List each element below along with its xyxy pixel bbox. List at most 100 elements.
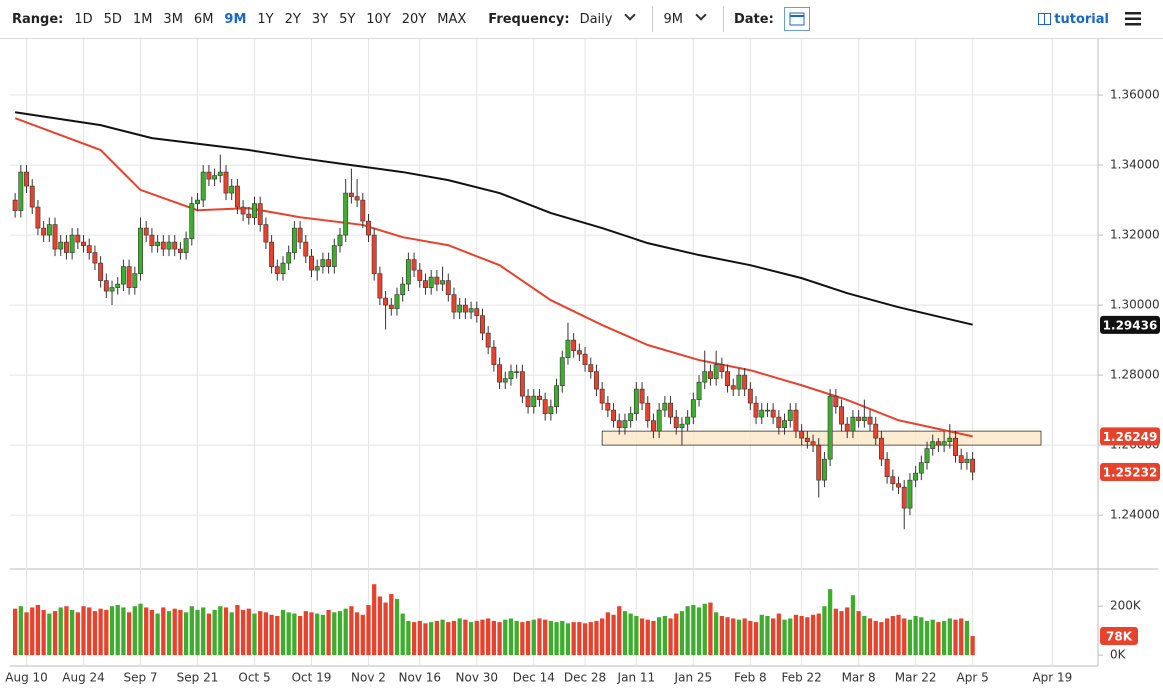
candle-body [770, 409, 776, 418]
candle-body [491, 346, 497, 365]
calendar-button[interactable] [783, 7, 810, 31]
candle-body [799, 430, 805, 439]
volume-bar [30, 607, 35, 656]
range-button[interactable]: 6M [193, 11, 214, 27]
date-label: Date: [733, 11, 774, 27]
range-button[interactable]: 5Y [339, 11, 356, 27]
candle-body [86, 245, 92, 253]
candle-body [816, 444, 822, 481]
price-label-box [1100, 427, 1160, 446]
volume-bar [354, 612, 360, 656]
moving-average-line [14, 111, 973, 326]
candle-body [428, 276, 434, 288]
volume-bar [708, 602, 713, 656]
volume-bar [805, 617, 810, 656]
range-button[interactable]: 20Y [401, 11, 427, 27]
volume-bar [736, 619, 742, 656]
x-tick-label: Nov 2 [351, 671, 386, 685]
candle-body [582, 353, 588, 365]
volume-bar [320, 614, 326, 656]
volume-bar [833, 608, 838, 656]
range-button[interactable]: 2Y [284, 11, 301, 27]
candle-body [753, 402, 759, 418]
period-select[interactable]: 9M [663, 9, 713, 27]
range-button[interactable]: 1Y [257, 11, 274, 27]
volume-bar [446, 622, 451, 656]
range-button[interactable]: 1D [74, 11, 93, 27]
volume-bar [58, 607, 63, 656]
candle-body [337, 234, 343, 246]
volume-bar [622, 611, 628, 656]
volume-bar [662, 616, 667, 656]
volume-bar [240, 609, 246, 656]
candle-body [833, 395, 839, 407]
candle-body [400, 283, 406, 295]
frequency-select[interactable]: Daily [580, 9, 643, 27]
candle-body [673, 416, 679, 428]
candle-body [423, 280, 428, 288]
volume-bar [879, 622, 884, 656]
volume-bar [731, 618, 736, 656]
candle-body [314, 266, 320, 271]
candle-body [907, 479, 913, 509]
candle-body [269, 241, 275, 267]
candle-body [645, 402, 651, 421]
x-tick-label: Nov 16 [399, 671, 442, 685]
candle-body [286, 252, 292, 264]
candle-body [611, 409, 616, 421]
volume-bar [246, 608, 251, 656]
range-button[interactable]: 9M [224, 11, 247, 27]
range-button[interactable]: 5D [103, 11, 122, 27]
volume-bar [651, 620, 656, 656]
volume-bar [577, 622, 582, 656]
volume-bar [696, 607, 702, 656]
candle-body [867, 416, 873, 425]
candle-body [223, 171, 229, 194]
volume-bar [639, 618, 645, 656]
volume-bar [867, 618, 873, 656]
volume-bar [725, 617, 730, 656]
separator [722, 6, 724, 32]
candle-body [765, 409, 770, 412]
volume-bar [189, 606, 194, 656]
candle-body [747, 388, 753, 404]
volume-bar [18, 606, 23, 656]
menu-button[interactable] [1125, 12, 1141, 26]
range-button[interactable]: MAX [437, 11, 467, 27]
x-tick-label: Oct 19 [292, 671, 332, 685]
candle-body [360, 199, 366, 222]
y-tick-label: 1.30000 [1110, 298, 1160, 312]
volume-bar [816, 613, 821, 656]
candle-body [821, 458, 827, 481]
candle-body [274, 266, 280, 274]
range-button[interactable]: 1M [132, 11, 153, 27]
x-tick-label: Mar 22 [895, 671, 937, 685]
volume-bar [366, 605, 371, 656]
volume-bar [172, 608, 177, 656]
volume-bar [508, 618, 514, 656]
volume-bar [719, 616, 724, 656]
range-button[interactable]: 3M [163, 11, 183, 27]
candle-body [52, 224, 58, 250]
volume-bar [674, 613, 679, 656]
x-tick-label: Aug 24 [62, 671, 105, 685]
candle-body [172, 241, 178, 250]
chevron [624, 9, 637, 21]
candle-body [622, 420, 628, 428]
candle-body [776, 416, 782, 428]
volume-bar [206, 613, 212, 656]
candle-body [149, 234, 155, 246]
candle-body [160, 241, 166, 250]
volume-bar [628, 613, 633, 656]
tutorial-link[interactable]: tutorial [1038, 12, 1109, 27]
range-button[interactable]: 3Y [311, 11, 329, 27]
candle-body [132, 273, 138, 288]
volume-bar [850, 595, 856, 656]
support-zone [601, 430, 1042, 446]
candle-body [189, 203, 195, 239]
price-label-box [1100, 463, 1160, 482]
candle-body [217, 171, 223, 176]
candle-body [884, 458, 890, 477]
range-button[interactable]: 10Y [366, 11, 391, 27]
